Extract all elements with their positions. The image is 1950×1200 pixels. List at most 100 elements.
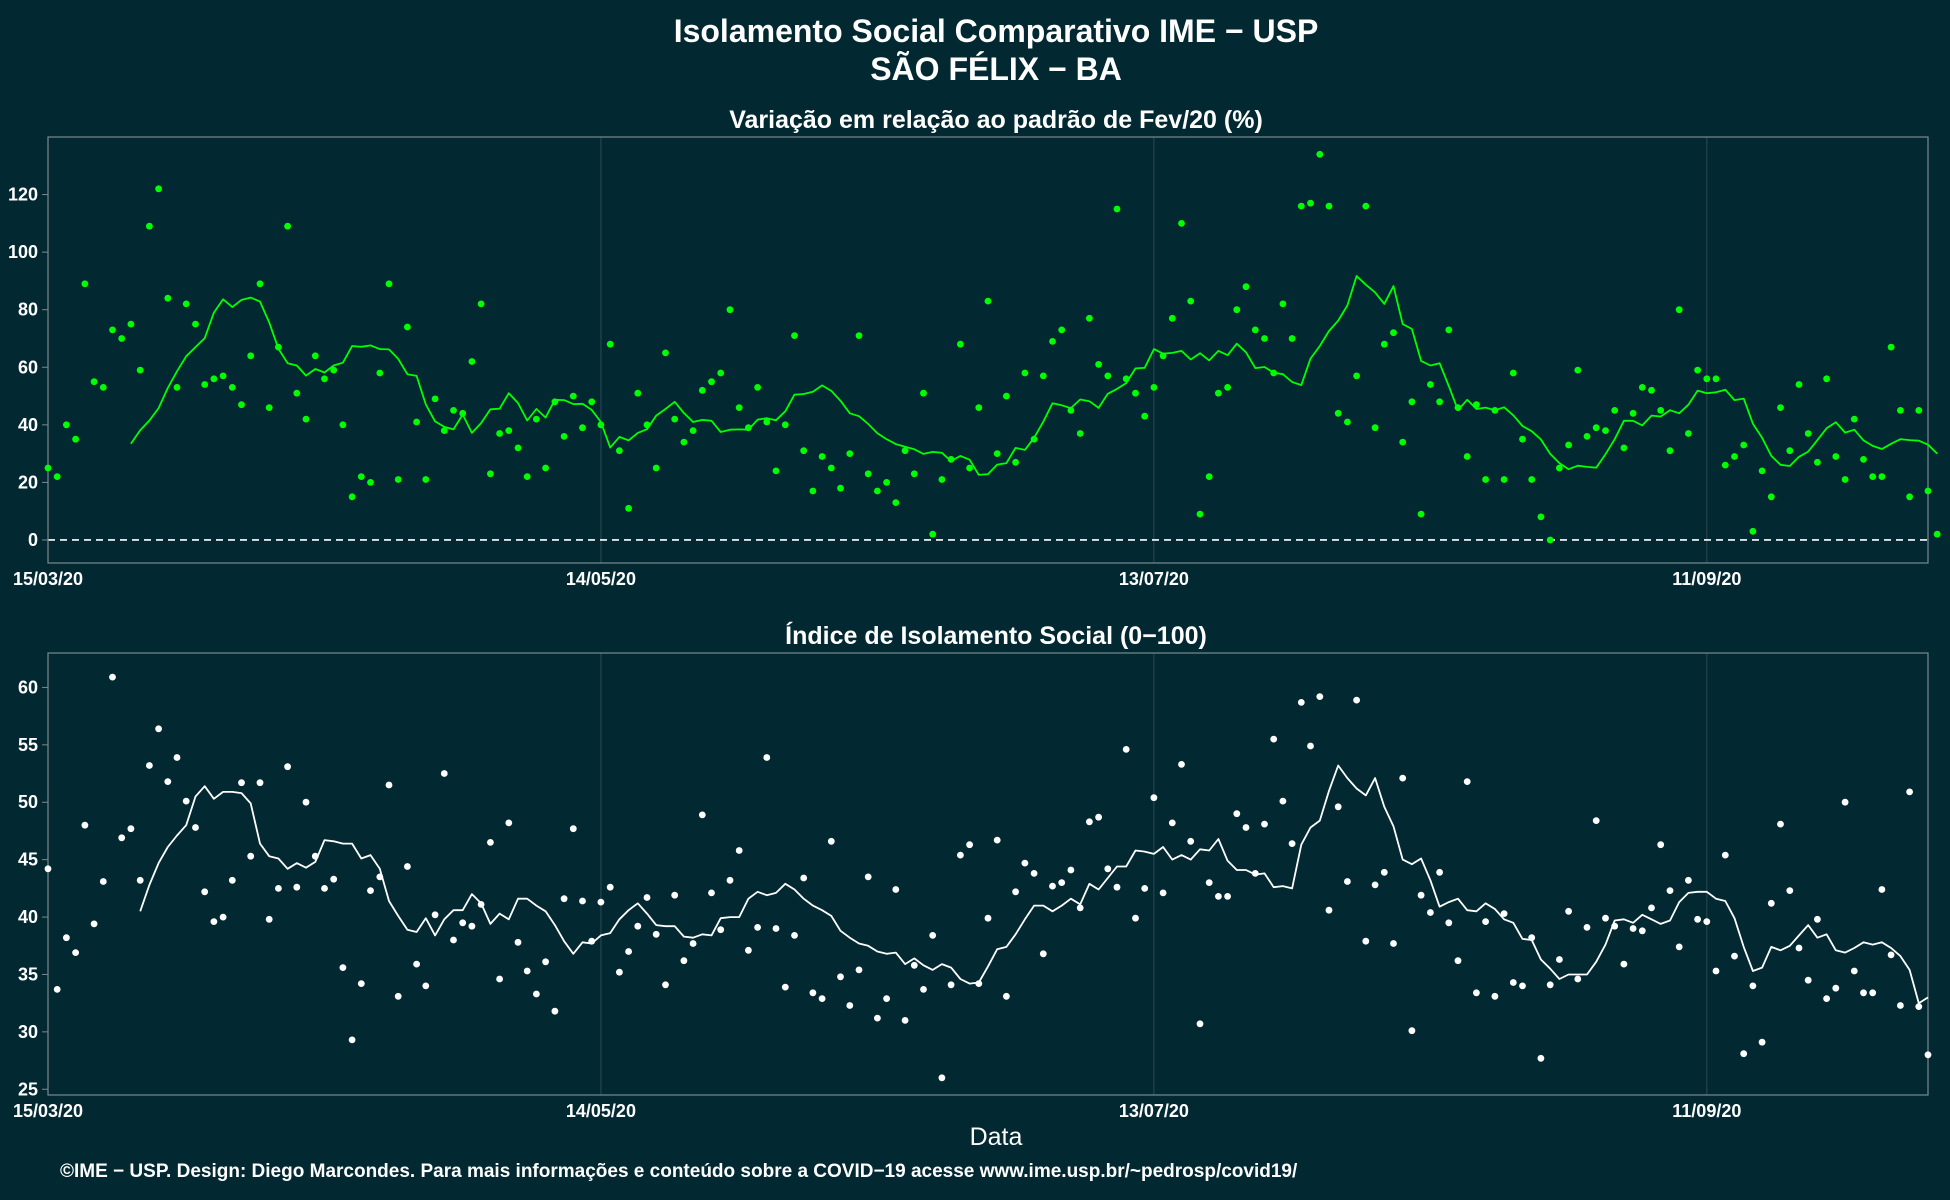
data-point	[1380, 868, 1388, 876]
data-point	[321, 885, 328, 892]
data-point	[1583, 924, 1591, 931]
data-point	[606, 340, 614, 348]
data-point	[1187, 837, 1195, 845]
data-point	[265, 915, 273, 923]
data-point	[311, 352, 319, 360]
data-point	[1749, 527, 1757, 535]
data-point	[947, 981, 955, 989]
data-point	[1611, 922, 1619, 930]
data-point	[1602, 427, 1609, 434]
data-point	[1012, 458, 1019, 466]
x-axis-label: Data	[970, 1123, 1023, 1151]
data-point	[1519, 435, 1526, 443]
data-point	[1270, 369, 1278, 377]
data-point	[1887, 951, 1895, 959]
data-point	[53, 473, 61, 480]
data-point	[394, 476, 402, 483]
data-point	[1362, 202, 1370, 210]
x-tick-label: 13/07/20	[1119, 1101, 1189, 1121]
data-point	[791, 332, 798, 339]
data-point	[1897, 407, 1904, 414]
data-point	[975, 980, 983, 987]
data-point	[1740, 441, 1748, 449]
y-tick-label: 45	[18, 850, 38, 870]
data-point	[1463, 453, 1471, 460]
data-point	[1841, 476, 1849, 483]
data-point	[827, 837, 835, 845]
data-point	[551, 1007, 559, 1015]
data-point	[938, 476, 946, 483]
data-point	[182, 797, 190, 805]
data-point	[99, 384, 107, 391]
data-point	[348, 493, 356, 501]
data-point	[689, 940, 697, 947]
data-point	[643, 421, 651, 429]
data-point	[118, 834, 126, 842]
y-tick-label: 100	[8, 242, 38, 262]
data-point	[717, 369, 725, 377]
data-point	[404, 863, 411, 870]
data-point	[1159, 889, 1167, 897]
data-point	[1261, 820, 1268, 828]
data-point	[966, 464, 973, 472]
data-point	[182, 300, 190, 308]
data-point	[1086, 818, 1093, 826]
data-point	[1417, 510, 1425, 518]
data-point	[155, 725, 163, 733]
data-point	[910, 961, 918, 969]
data-point	[846, 1002, 854, 1009]
y-tick-label: 60	[18, 677, 38, 697]
data-point	[1860, 456, 1867, 463]
data-point	[1141, 412, 1149, 420]
data-point	[1703, 375, 1711, 383]
data-point	[523, 473, 531, 480]
data-point	[1104, 865, 1112, 873]
data-point	[1353, 372, 1360, 380]
data-point	[1122, 746, 1130, 753]
data-point	[219, 372, 227, 380]
data-point	[1095, 361, 1102, 368]
data-point	[1666, 447, 1674, 455]
data-point	[1178, 220, 1185, 227]
data-point	[542, 958, 549, 966]
data-point	[772, 467, 780, 475]
data-point	[1786, 887, 1794, 894]
data-point	[1380, 340, 1388, 348]
data-point	[1850, 967, 1858, 975]
data-point	[376, 873, 384, 881]
data-point	[1694, 366, 1701, 374]
data-point	[431, 395, 439, 403]
data-point	[569, 392, 577, 400]
data-point	[1814, 915, 1821, 923]
data-point	[993, 450, 1001, 457]
data-point	[1408, 1027, 1416, 1035]
panel-top-title: Variação em relação ao padrão de Fev/20 …	[729, 106, 1263, 134]
data-point	[1906, 493, 1913, 501]
y-tick-label: 30	[18, 1022, 38, 1042]
data-point	[201, 381, 209, 388]
data-point	[1445, 919, 1453, 927]
data-point	[1334, 409, 1342, 417]
data-point	[440, 427, 448, 434]
data-point	[625, 948, 632, 955]
data-point	[109, 326, 116, 334]
data-point	[975, 404, 983, 411]
data-point	[487, 839, 494, 846]
data-point	[1777, 820, 1784, 828]
data-point	[1491, 992, 1499, 1000]
data-point	[146, 222, 153, 230]
panel-bottom-title: Índice de Isolamento Social (0−100)	[785, 621, 1207, 650]
data-point	[680, 438, 688, 446]
data-point	[864, 873, 872, 881]
data-point	[1288, 840, 1296, 847]
data-point	[781, 983, 789, 991]
data-point	[173, 384, 181, 391]
data-point	[357, 473, 365, 480]
data-point	[90, 378, 98, 386]
data-point	[1325, 906, 1333, 914]
data-point	[1767, 493, 1775, 501]
data-point	[1316, 150, 1324, 158]
x-tick-label: 14/05/20	[566, 569, 636, 589]
data-point	[1325, 202, 1333, 210]
data-point	[984, 297, 992, 305]
